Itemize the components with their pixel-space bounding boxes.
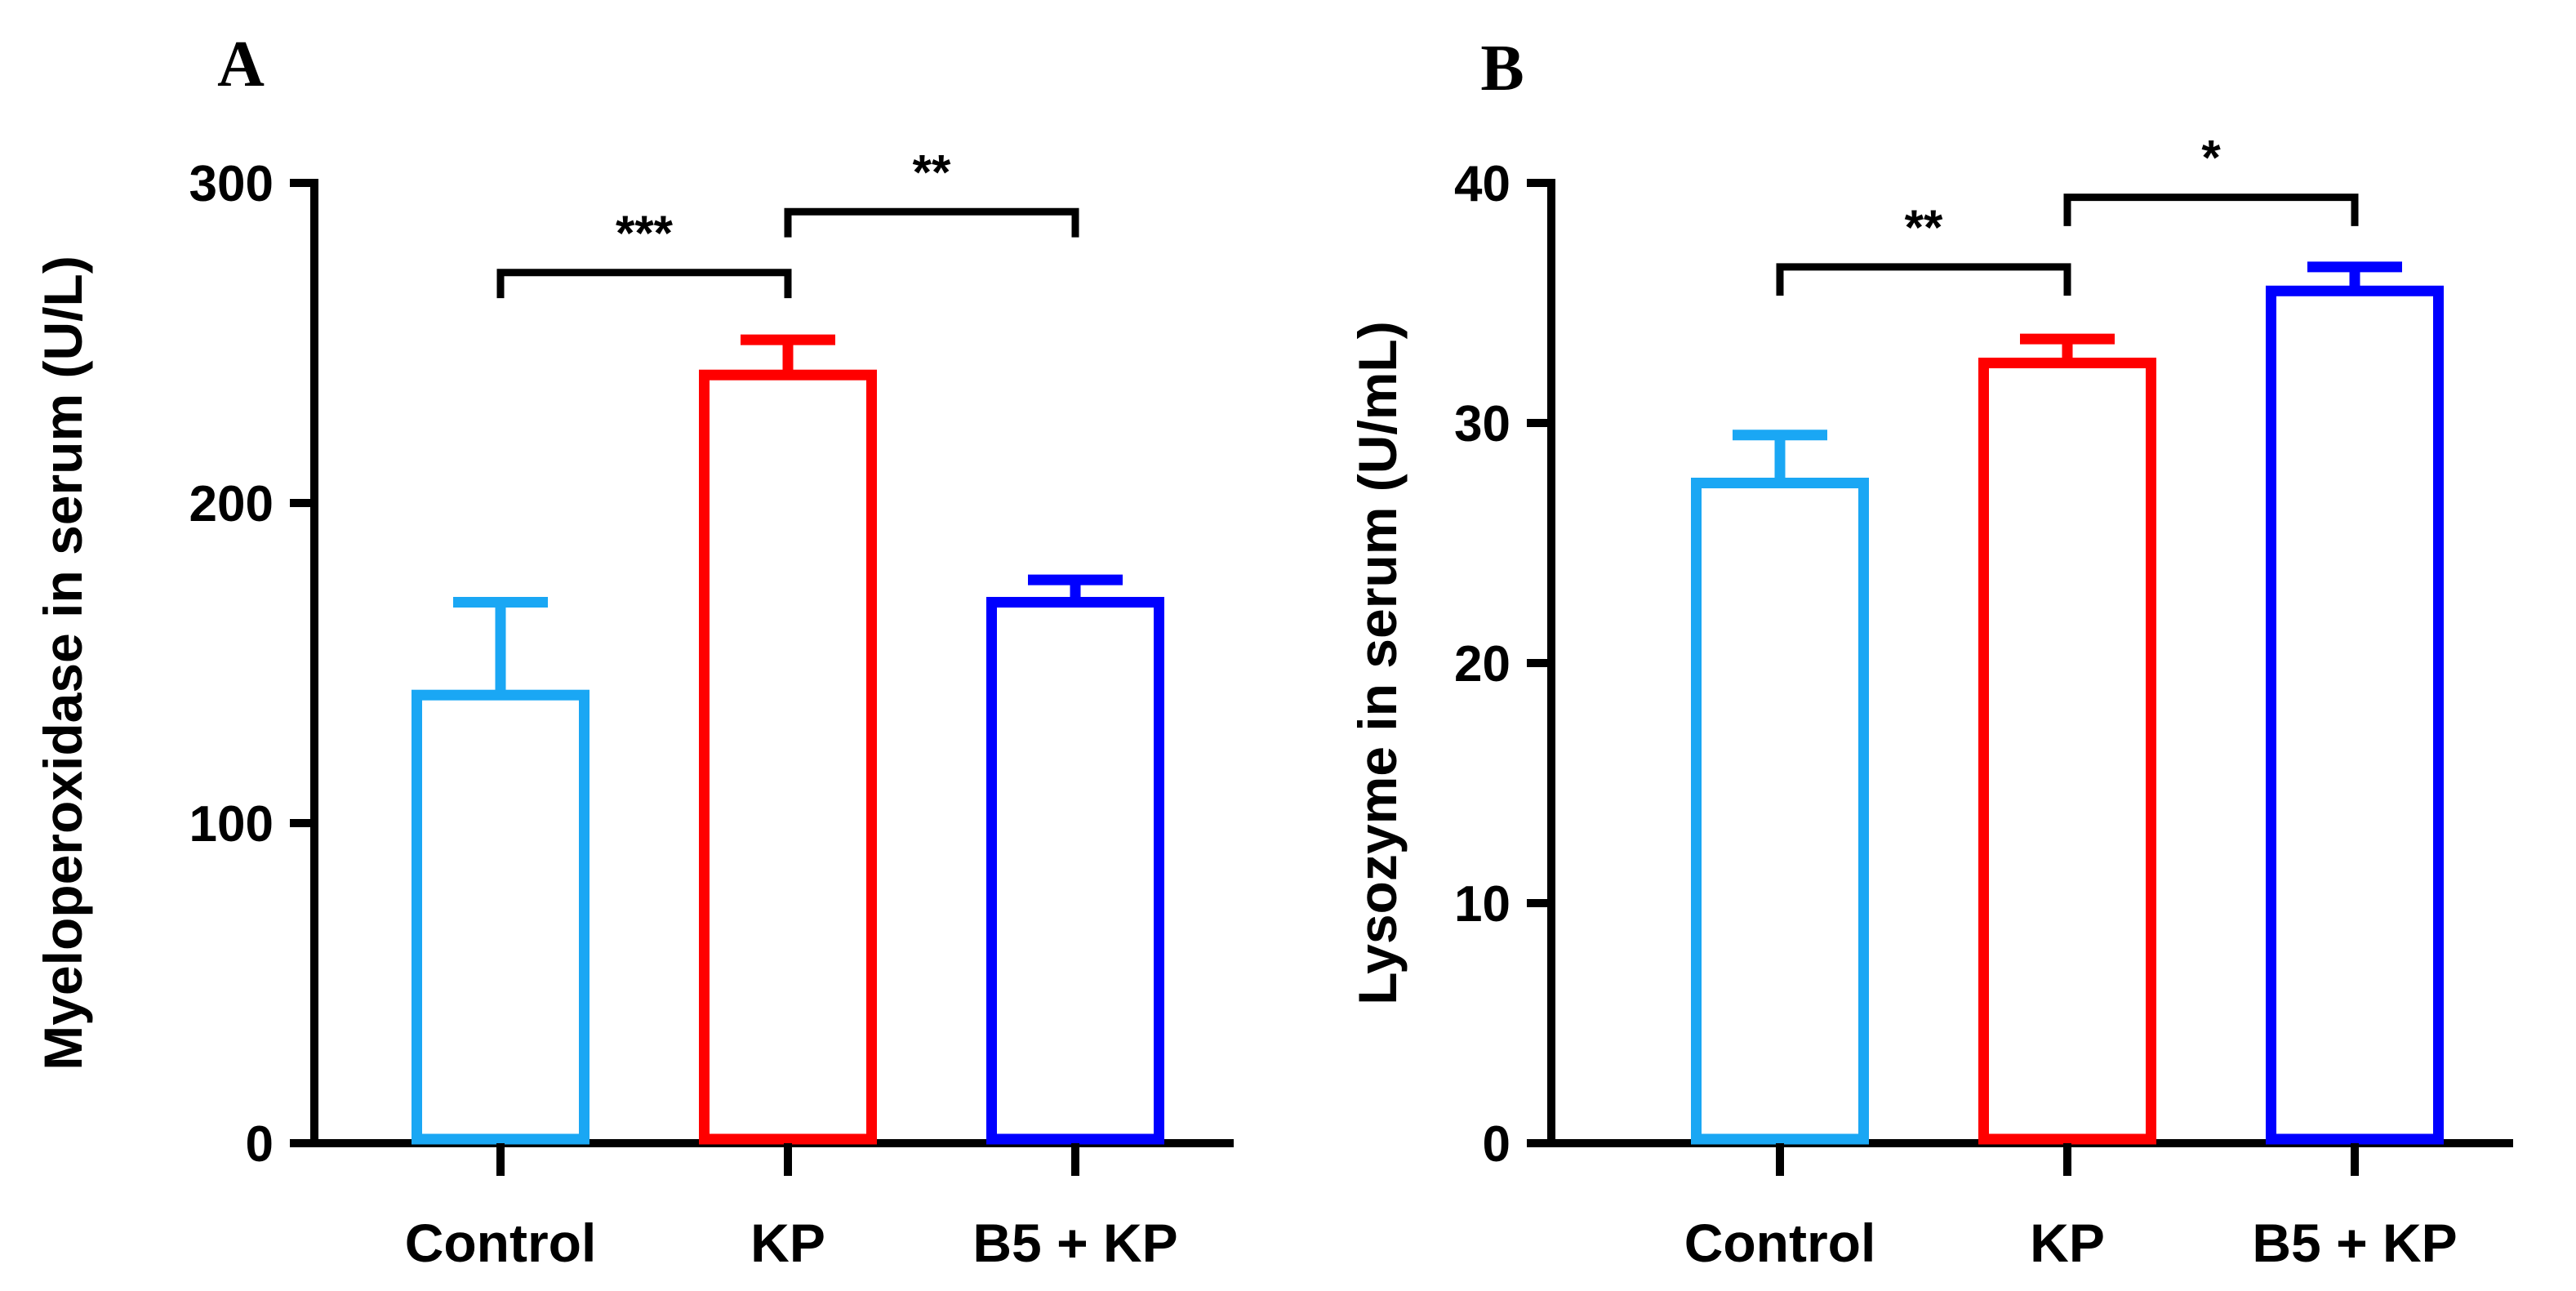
bar-b5-kp xyxy=(2266,285,2444,1145)
bar-kp xyxy=(699,369,877,1145)
bar-b5-kp xyxy=(986,597,1164,1145)
y-tick-label: 10 xyxy=(1454,876,1510,933)
significance-bracket xyxy=(1776,263,2071,296)
x-tick-label: Control xyxy=(1684,1213,1876,1273)
panel-b: B Lysozyme in serum (U/mL) 0 10 20 30 40 Contro… xyxy=(1347,33,2513,1273)
panel-letter: B xyxy=(1480,33,1524,105)
significance-label: *** xyxy=(616,206,674,260)
bar-control xyxy=(1691,478,1869,1145)
y-tick-label: 0 xyxy=(246,1116,274,1173)
bar-control xyxy=(412,689,589,1145)
x-tick-label: B5 + KP xyxy=(2252,1213,2457,1273)
y-tick-label: 300 xyxy=(189,156,274,212)
significance-bracket xyxy=(2063,194,2359,226)
significance-bracket xyxy=(496,269,792,299)
bar-kp xyxy=(1978,358,2156,1145)
significance-bracket xyxy=(784,207,1079,238)
y-tick-label: 40 xyxy=(1454,156,1510,212)
y-axis-title: Myeloperoxidase in serum (U/L) xyxy=(33,256,93,1071)
y-tick-label: 200 xyxy=(189,476,274,532)
x-tick-label: KP xyxy=(750,1213,825,1273)
significance-label: * xyxy=(2201,131,2221,185)
y-axis-title: Lysozyme in serum (U/mL) xyxy=(1347,321,1408,1004)
x-tick-label: KP xyxy=(2030,1213,2105,1273)
significance-label: ** xyxy=(1905,200,1943,255)
x-tick-label: Control xyxy=(405,1213,597,1273)
y-tick-label: 30 xyxy=(1454,396,1510,452)
panel-letter: A xyxy=(217,29,265,100)
y-tick-label: 0 xyxy=(1483,1116,1510,1173)
panel-a: A Myeloperoxidase in serum (U/L) 0 100 200 30… xyxy=(33,29,1234,1273)
x-tick-label: B5 + KP xyxy=(972,1213,1177,1273)
y-tick-label: 20 xyxy=(1454,636,1510,692)
significance-label: ** xyxy=(913,145,951,199)
y-tick-label: 100 xyxy=(189,796,274,853)
